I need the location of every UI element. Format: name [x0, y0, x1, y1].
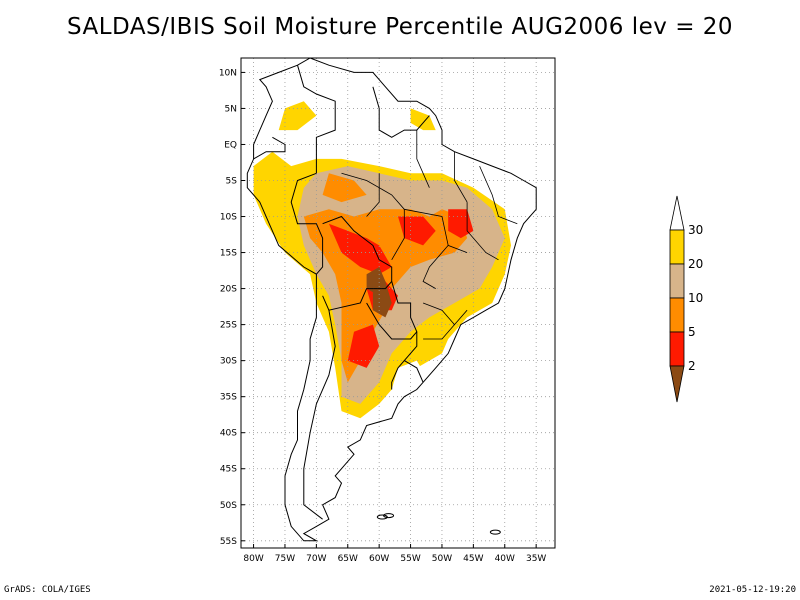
country-borders — [253, 65, 518, 520]
lon-tick-label: 75W — [275, 554, 295, 564]
footer-credit: GrADS: COLA/IGES — [4, 585, 91, 595]
lat-tick-label: 55S — [220, 537, 237, 547]
state-border — [416, 130, 430, 188]
country-border — [297, 65, 336, 174]
lon-tick-label: 55W — [400, 554, 420, 564]
state-border — [422, 302, 468, 326]
lat-tick-label: 30S — [220, 357, 237, 367]
lat-tick-label: 25S — [220, 321, 237, 331]
lat-tick-label: EQ — [224, 140, 237, 150]
chart-title: SALDAS/IBIS Soil Moisture Percentile AUG… — [66, 14, 734, 40]
legend-swatch-bottom — [669, 365, 685, 403]
lat-tick-label: 10N — [219, 68, 237, 78]
island-outline — [489, 529, 501, 535]
latitude-axis: 10N 5N EQ 5S 10S 15S 20S 25S 30S 35S 40S 45S 50S 55S — [219, 68, 245, 547]
lon-tick-label: 80W — [243, 554, 263, 564]
lat-tick-label: 50S — [220, 501, 237, 511]
soil-moisture-fill-layer — [247, 86, 537, 541]
legend-label: 10 — [688, 291, 703, 305]
island-outline — [376, 514, 388, 520]
fill-region-20-30 — [278, 101, 317, 131]
lon-tick-label: 45W — [463, 554, 483, 564]
coastline-outline — [246, 58, 537, 542]
lat-tick-label: 20S — [220, 285, 237, 295]
legend-label: 5 — [688, 325, 696, 339]
lat-tick-label: 40S — [220, 429, 237, 439]
fill-region-2-5 — [398, 216, 436, 246]
lat-tick-label: 10S — [220, 213, 237, 223]
legend-swatch — [669, 229, 685, 265]
lat-tick-label: 35S — [220, 393, 237, 403]
lon-tick-label: 70W — [306, 554, 326, 564]
gridlines — [241, 58, 555, 548]
state-border — [404, 208, 468, 253]
lon-tick-label: 65W — [338, 554, 358, 564]
state-border — [466, 202, 499, 261]
country-border — [290, 172, 324, 275]
color-legend: 30 20 10 5 2 — [669, 195, 703, 403]
fill-region-2-5 — [328, 223, 392, 275]
fill-region-20-30 — [410, 108, 436, 131]
lat-tick-label: 5N — [225, 104, 237, 114]
legend-swatch-top — [669, 195, 685, 231]
lat-tick-label: 45S — [220, 465, 237, 475]
lat-tick-label: 5S — [226, 177, 238, 187]
lon-tick-label: 50W — [432, 554, 452, 564]
footer-timestamp: 2021-05-12-19:20 — [709, 585, 796, 595]
country-border — [253, 136, 286, 160]
country-border — [303, 310, 336, 520]
legend-label: 2 — [688, 359, 696, 373]
state-border — [454, 151, 468, 203]
lon-tick-label: 40W — [495, 554, 515, 564]
state-border — [422, 245, 449, 289]
legend-swatch — [669, 331, 685, 367]
legend-label: 20 — [688, 257, 703, 271]
longitude-axis: 80W 75W 70W 65W 60W 55W 50W 45W 40W 35W — [243, 544, 546, 564]
fill-region-lt2 — [372, 281, 392, 318]
map-frame — [240, 57, 556, 549]
state-border — [366, 173, 380, 217]
legend-swatch — [669, 263, 685, 299]
fill-region-gt30 — [328, 130, 373, 159]
country-border — [404, 360, 424, 383]
island-outline — [383, 513, 395, 519]
lat-tick-label: 15S — [220, 249, 237, 259]
coastline — [246, 58, 537, 542]
fill-region-2-5 — [347, 324, 380, 368]
country-border — [391, 331, 418, 390]
legend-swatch — [669, 297, 685, 333]
state-border — [423, 324, 455, 340]
state-border — [479, 165, 518, 225]
state-border — [391, 209, 405, 261]
legend-label: 30 — [688, 223, 703, 237]
country-border — [322, 215, 393, 311]
lon-tick-label: 60W — [369, 554, 389, 564]
lon-tick-label: 35W — [526, 554, 546, 564]
